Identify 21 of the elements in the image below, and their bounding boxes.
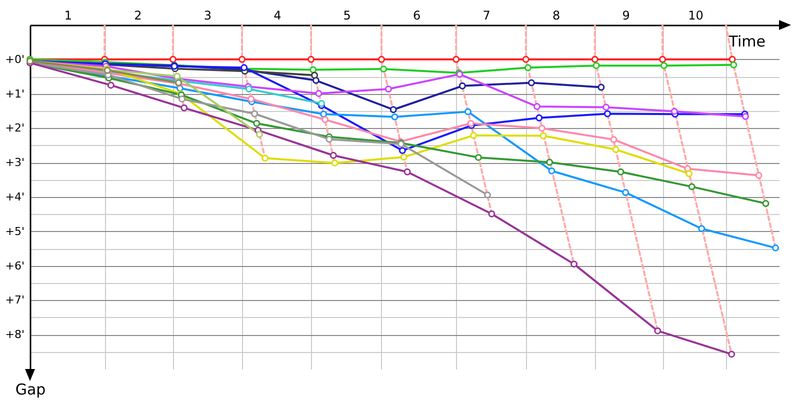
x-axis-title: Time xyxy=(728,32,766,50)
x-tick-label: 6 xyxy=(413,8,421,22)
y-tick-label: +6' xyxy=(5,259,24,272)
y-tick-label: +1' xyxy=(5,87,24,100)
y-axis-title: Gap xyxy=(15,380,46,398)
x-tick-label: 2 xyxy=(134,8,142,22)
x-tick-label: 7 xyxy=(482,8,490,22)
y-tick-label: +7' xyxy=(5,294,24,307)
y-tick-label: +8' xyxy=(5,328,24,342)
y-tick-label: +3' xyxy=(5,156,24,170)
x-tick-label: 1 xyxy=(64,8,72,22)
y-tick-label: +5' xyxy=(5,224,24,238)
y-tick-label: +0' xyxy=(5,52,24,66)
x-tick-label: 4 xyxy=(274,8,282,22)
x-tick-label: 9 xyxy=(622,8,630,22)
x-tick-label: 5 xyxy=(343,8,351,22)
y-tick-label: +4' xyxy=(5,190,24,204)
x-tick-label: 10 xyxy=(688,8,704,22)
x-tick-label: 8 xyxy=(552,8,560,22)
y-tick-label: +2' xyxy=(5,122,24,135)
x-tick-label: 3 xyxy=(204,8,212,22)
